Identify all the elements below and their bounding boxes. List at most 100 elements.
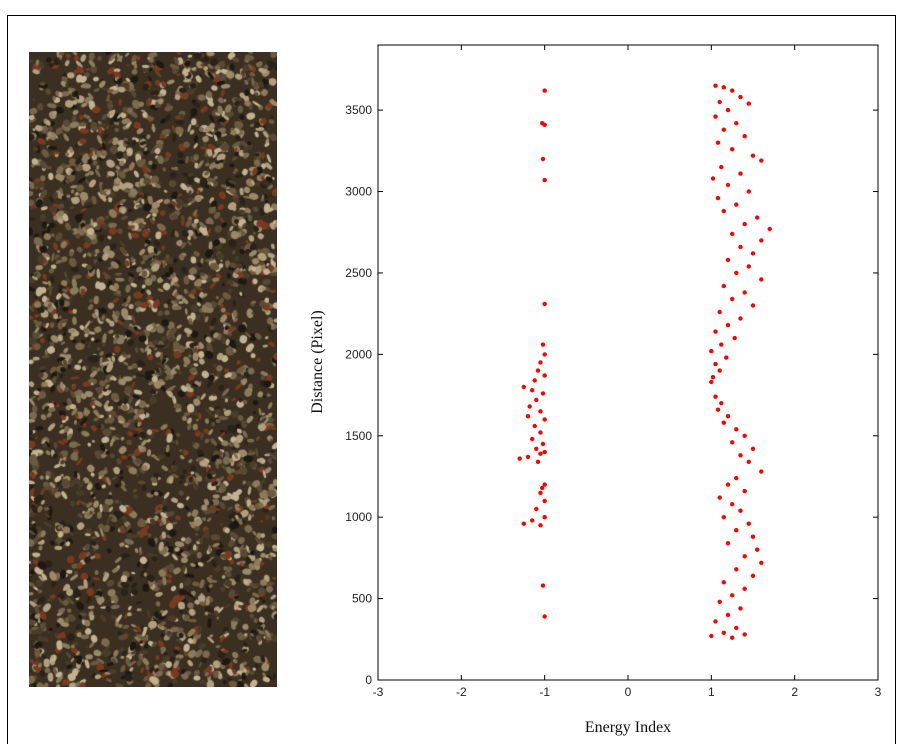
scatter-point — [542, 515, 547, 520]
y-tick-label: 500 — [352, 592, 372, 606]
scatter-point — [742, 134, 747, 139]
scatter-point — [713, 619, 718, 624]
scatter-point — [538, 451, 543, 456]
scatter-point — [742, 586, 747, 591]
scatter-point — [730, 88, 735, 93]
scatter-point — [759, 469, 764, 474]
scatter-point — [717, 99, 722, 105]
scatter-points — [517, 83, 772, 640]
scatter-point — [750, 251, 756, 256]
x-tick-label: -3 — [373, 685, 384, 699]
scatter-point — [719, 342, 724, 347]
scatter-point — [713, 83, 718, 88]
scatter-point — [534, 397, 539, 403]
scatter-point — [734, 528, 739, 533]
scatter-point — [534, 446, 539, 451]
x-tick-label: 2 — [791, 685, 798, 699]
scatter-point — [525, 414, 531, 419]
scatter-point — [719, 401, 724, 406]
scatter-point — [535, 459, 541, 464]
scatter-point — [542, 88, 547, 93]
scatter-point — [709, 348, 714, 354]
scatter-point — [738, 244, 743, 250]
scatter-point — [540, 485, 545, 491]
scatter-point — [738, 316, 743, 321]
scatter-point — [732, 335, 737, 341]
scatter-point — [525, 454, 531, 460]
scatter-point — [540, 156, 546, 162]
scatter-point — [538, 430, 543, 435]
scatter-point — [734, 475, 739, 481]
scatter-point — [715, 407, 721, 412]
x-tick-label: -2 — [456, 685, 467, 699]
scatter-point — [725, 322, 731, 328]
scatter-point — [721, 630, 726, 635]
scatter-point — [715, 140, 721, 145]
scatter-point — [715, 195, 721, 201]
scatter-point — [534, 506, 539, 512]
scatter-point — [750, 153, 756, 158]
y-tick-label: 1000 — [345, 510, 372, 524]
scatter-point — [527, 404, 532, 409]
y-tick-label: 2500 — [345, 266, 372, 280]
scatter-point — [721, 283, 726, 289]
scatter-point — [746, 521, 751, 526]
y-tick-label: 3500 — [345, 103, 372, 117]
scatter-point — [540, 391, 546, 396]
scatter-point — [724, 355, 729, 360]
y-tick-label: 3000 — [345, 185, 372, 199]
y-axis-ticks: 0 500 1000 1500 2000 2500 3000 3500 — [345, 103, 878, 687]
scatter-point — [542, 482, 547, 487]
scatter-point — [710, 375, 716, 380]
scatter-point — [742, 290, 747, 295]
scatter-point — [742, 488, 747, 494]
scatter-point — [750, 534, 756, 539]
gravel-sample-photo — [29, 52, 277, 687]
scatter-point — [755, 215, 760, 220]
y-tick-label: 2000 — [345, 347, 372, 361]
scatter-point — [542, 122, 547, 128]
scatter-point — [532, 378, 537, 383]
scatter-point — [542, 614, 547, 619]
x-axis-ticks: -3 -2 -1 0 1 2 3 — [373, 45, 882, 699]
scatter-point — [710, 176, 716, 181]
scatter-point — [759, 158, 764, 163]
scatter-point — [713, 114, 718, 119]
scatter-point — [738, 453, 743, 458]
scatter-point — [742, 221, 747, 227]
scatter-point — [730, 296, 735, 302]
scatter-point — [530, 388, 535, 393]
scatter-point — [721, 515, 726, 520]
scatter-point — [538, 523, 543, 528]
scatter-point — [767, 226, 772, 232]
scatter-point — [535, 368, 541, 373]
scatter-point — [734, 202, 739, 207]
scatter-point — [542, 177, 547, 183]
scatter-point — [542, 373, 547, 378]
scatter-point — [746, 264, 751, 269]
scatter-point — [542, 498, 547, 504]
plot-area — [377, 44, 879, 681]
scatter-point — [725, 107, 731, 113]
scatter-point — [725, 182, 731, 188]
scatter-point — [730, 635, 735, 640]
scatter-point — [532, 423, 537, 429]
scatter-point — [717, 309, 722, 315]
scatter-point — [538, 409, 543, 414]
scatter-point — [759, 238, 764, 243]
scatter-point — [725, 541, 731, 546]
scatter-point — [713, 329, 718, 334]
x-tick-label: 1 — [708, 685, 715, 699]
scatter-point — [742, 632, 747, 637]
scatter-point — [730, 147, 735, 152]
scatter-point — [530, 518, 535, 523]
scatter-point — [750, 573, 756, 578]
scatter-point — [750, 303, 756, 308]
scatter-point — [730, 593, 735, 598]
scatter-point — [746, 189, 751, 194]
scatter-point — [730, 502, 735, 507]
scatter-point — [738, 606, 743, 611]
scatter-point — [742, 554, 747, 559]
scatter-point — [734, 625, 739, 631]
